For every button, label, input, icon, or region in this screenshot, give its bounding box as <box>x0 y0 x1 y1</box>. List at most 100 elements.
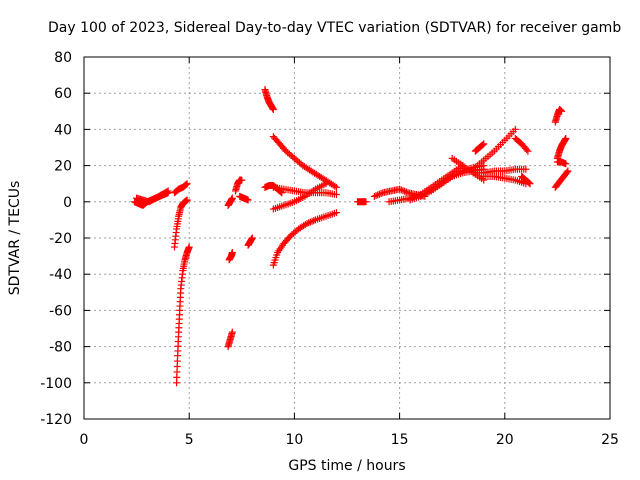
series-arc-ad <box>551 105 566 126</box>
data-point <box>522 165 530 173</box>
x-tick-label: 20 <box>496 432 514 448</box>
series-arc-ag <box>551 167 572 191</box>
x-tick-label: 25 <box>601 432 619 448</box>
data-point <box>244 196 252 204</box>
tick-layer: 0 5 10 15 20 25 80 60 40 20 0 -20 -40 -60 -80 -100 -120 <box>40 50 619 448</box>
y-tick-label: -40 <box>49 267 72 283</box>
data-point <box>372 192 380 200</box>
data-point <box>164 187 172 195</box>
series-arc-p <box>269 180 330 213</box>
data-point <box>562 160 570 168</box>
series-arc-ae <box>553 134 570 162</box>
series-arc-aa <box>480 172 530 188</box>
data-point <box>332 209 340 217</box>
y-tick-label: -20 <box>49 231 72 247</box>
series-arc-r <box>354 198 370 206</box>
data-point <box>331 182 339 190</box>
data-point <box>310 217 318 225</box>
series-arc-k <box>244 234 256 249</box>
data-point <box>524 178 532 186</box>
y-tick-label: -80 <box>49 340 72 356</box>
y-tick-label: -100 <box>40 376 72 392</box>
series-arc-x <box>471 140 488 155</box>
x-tick-label: 15 <box>391 432 409 448</box>
data-point <box>303 220 311 228</box>
data-point <box>332 183 340 191</box>
data-point <box>397 186 405 194</box>
data-point <box>525 179 533 187</box>
series-arc-ab <box>511 134 532 155</box>
data-point <box>183 180 191 188</box>
series-arc-t <box>385 162 467 206</box>
data-point <box>322 180 330 188</box>
data-point <box>185 243 193 251</box>
plot-frame <box>83 56 611 420</box>
data-point <box>480 140 488 148</box>
series-arc-y <box>469 125 519 173</box>
data-point <box>228 328 236 336</box>
series-arc-i <box>231 176 246 195</box>
y-tick-label: -120 <box>40 412 72 428</box>
x-tick-label: 0 <box>80 432 89 448</box>
data-point <box>181 181 189 189</box>
y-tick-label: 20 <box>54 159 72 175</box>
series-arc-l <box>261 86 277 113</box>
x-axis-label: GPS time / hours <box>288 458 405 474</box>
data-point <box>478 141 486 149</box>
series-arc-b <box>133 187 172 206</box>
series-arc-af <box>553 158 570 168</box>
data-point <box>228 248 236 256</box>
series-arc-j <box>236 192 252 204</box>
data-point <box>401 187 409 195</box>
y-tick-label: 60 <box>54 86 72 102</box>
data-point <box>375 190 383 198</box>
data-point <box>511 125 519 133</box>
series-arc-f <box>224 328 236 351</box>
y-axis-label: SDTVAR / TECUs <box>7 181 23 296</box>
series-arc-o <box>269 183 340 199</box>
series-arc-z <box>469 165 530 177</box>
data-point <box>163 188 171 196</box>
y-tick-label: 80 <box>54 50 72 66</box>
data-point <box>558 107 566 115</box>
data-point <box>399 187 407 195</box>
chart-title: Day 100 of 2023, Sidereal Day-to-day VTE… <box>48 20 621 36</box>
data-point <box>562 134 570 142</box>
series-arc-e <box>173 243 193 387</box>
x-tick-label: 5 <box>185 432 194 448</box>
data-point <box>332 191 340 199</box>
data-point <box>523 146 531 154</box>
series-arc-n <box>269 133 340 191</box>
data-point <box>362 198 370 206</box>
data-point <box>248 234 256 242</box>
data-point <box>524 147 532 155</box>
y-tick-label: -60 <box>49 303 72 319</box>
data-point <box>374 191 382 199</box>
data-point <box>564 167 572 175</box>
series-arc-c <box>170 180 191 197</box>
x-tick-label: 10 <box>285 432 303 448</box>
y-tick-label: 0 <box>63 195 72 211</box>
data-point <box>269 105 277 113</box>
series-arc-d <box>170 196 191 251</box>
series-arc-ac <box>518 172 534 188</box>
y-tick-label: 40 <box>54 122 72 138</box>
data-point <box>377 189 385 197</box>
data-point <box>526 180 534 188</box>
data-point <box>396 185 404 193</box>
data-point <box>563 168 571 176</box>
data-marks <box>130 86 572 387</box>
data-point <box>238 176 246 184</box>
data-point <box>308 217 316 225</box>
data-point <box>370 192 378 200</box>
grid-layer <box>84 57 610 419</box>
data-point <box>402 188 410 196</box>
series-arc-g <box>225 248 236 264</box>
data-point <box>305 219 313 227</box>
series-arc-q <box>269 209 340 269</box>
data-point <box>182 180 190 188</box>
data-point <box>306 218 314 226</box>
data-point <box>228 194 236 202</box>
series-arc-h <box>224 194 236 209</box>
